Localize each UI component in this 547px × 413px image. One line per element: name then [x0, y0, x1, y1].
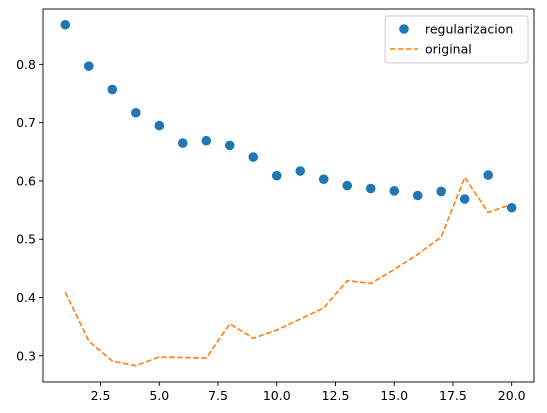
point-regularizacion — [248, 152, 259, 162]
point-regularizacion — [201, 135, 212, 146]
legend-label-original: original — [425, 42, 472, 57]
y-tick-label: 0.3 — [16, 348, 36, 363]
point-regularizacion — [107, 84, 118, 95]
point-regularizacion — [154, 120, 165, 131]
point-regularizacion — [295, 166, 306, 176]
point-regularizacion — [271, 170, 282, 181]
y-tick-label: 0.8 — [16, 57, 36, 72]
series-original — [64, 175, 512, 367]
point-regularizacion — [389, 186, 400, 196]
point-regularizacion — [436, 186, 447, 197]
point-regularizacion — [131, 107, 141, 118]
point-regularizacion — [224, 140, 235, 151]
point-regularizacion — [342, 180, 353, 191]
point-regularizacion — [84, 61, 94, 71]
legend-box — [384, 15, 529, 64]
y-tick-label: 0.6 — [16, 173, 36, 188]
plot-area-frame — [42, 8, 535, 383]
point-regularizacion — [60, 19, 71, 30]
legend-label-regularizacion: regularizacion — [425, 22, 513, 37]
line-original — [64, 175, 512, 367]
x-tick-label: 2.5 — [91, 388, 111, 403]
y-tick-label: 0.4 — [16, 290, 36, 305]
y-axis: 0.3 0.4 0.5 0.6 0.7 0.8 — [16, 57, 43, 363]
legend-marker-regularizacion — [399, 24, 409, 34]
point-regularizacion — [506, 202, 517, 213]
point-regularizacion — [177, 138, 188, 148]
point-regularizacion — [412, 190, 423, 201]
series-regularizacion — [60, 19, 517, 213]
x-tick-label: 7.5 — [208, 388, 228, 403]
point-regularizacion — [318, 174, 329, 184]
x-tick-label: 15.0 — [380, 388, 408, 403]
x-tick-label: 12.5 — [322, 388, 350, 403]
x-axis: 2.5 5.0 7.5 10.0 12.5 15.0 17.5 20.0 — [91, 382, 526, 403]
x-tick-label: 10.0 — [263, 388, 291, 403]
point-regularizacion — [365, 183, 376, 194]
x-tick-label: 17.5 — [439, 388, 467, 403]
y-tick-label: 0.5 — [16, 232, 36, 247]
point-regularizacion — [459, 194, 470, 204]
x-tick-label: 20.0 — [498, 388, 526, 403]
point-regularizacion — [483, 170, 493, 180]
x-tick-label: 5.0 — [149, 388, 169, 403]
y-tick-label: 0.7 — [16, 115, 36, 130]
legend: regularizacion original — [384, 15, 529, 64]
